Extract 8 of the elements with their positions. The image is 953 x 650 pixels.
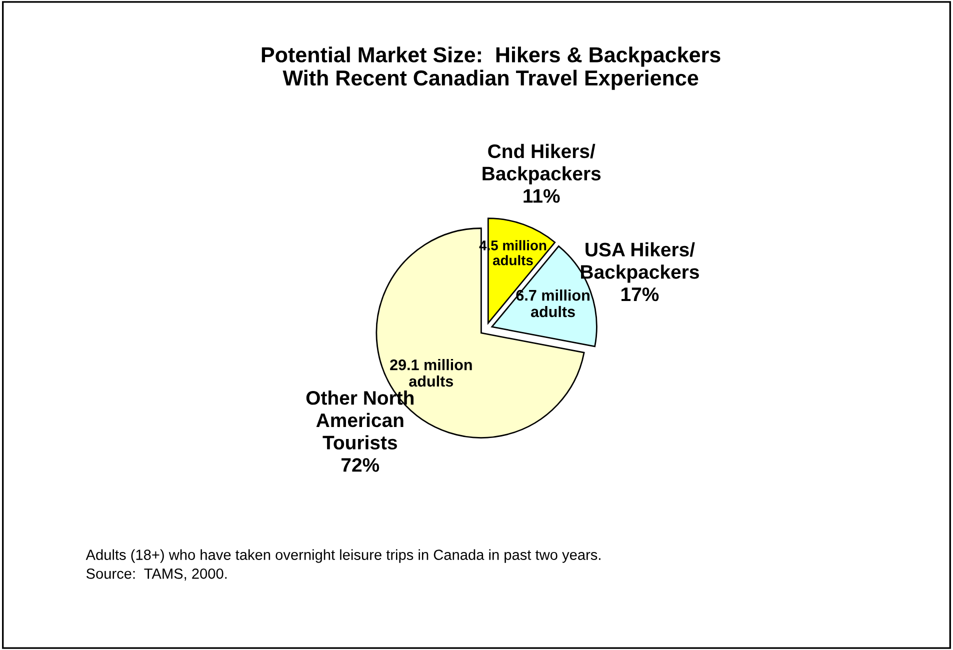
slice-label: USA Hikers/ Backpackers bbox=[581, 242, 699, 283]
text: Adults (18+) who have taken overnight leisure trips in Canada in past two years. Source: TAMS, 2000. bbox=[86, 549, 600, 581]
data-label: 11% bbox=[524, 189, 560, 203]
chart-title: Potential Market Size: Hikers & Backpackers With Recent Canadian Travel Experience bbox=[262, 46, 720, 90]
data-label: 17% bbox=[622, 287, 659, 302]
data-label: 72% bbox=[342, 458, 380, 472]
text: 29.1 million adults bbox=[390, 359, 472, 387]
slice-label: Cnd Hikers/ Backpackers bbox=[482, 144, 601, 184]
